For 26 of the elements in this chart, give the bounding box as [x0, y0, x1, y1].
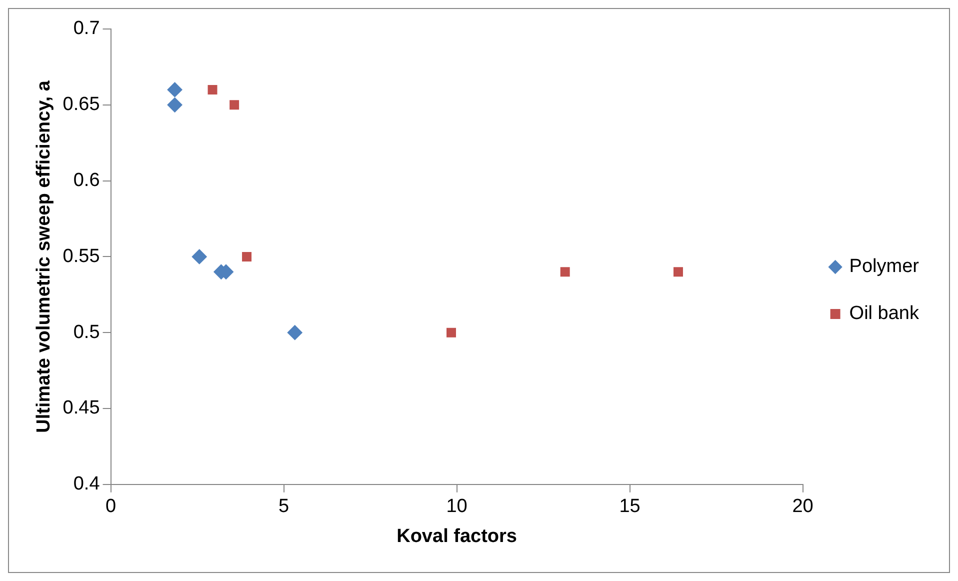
point — [287, 325, 302, 340]
legend-label: Oil bank — [849, 303, 920, 324]
x-tick-label: 0 — [105, 496, 116, 518]
x-axis-title: Koval factors — [396, 526, 517, 547]
y-tick-label: 0.45 — [62, 398, 100, 419]
point — [673, 267, 683, 277]
point — [242, 252, 252, 262]
legend-label: Polymer — [849, 256, 920, 278]
x-tick-label: 20 — [792, 496, 814, 518]
y-tick-label: 0.7 — [73, 18, 100, 40]
x-tick-label: 5 — [278, 496, 290, 518]
point — [560, 267, 570, 277]
x-tick-label: 15 — [619, 496, 640, 518]
y-tick-label: 0.6 — [73, 170, 100, 192]
y-tick-label: 0.4 — [73, 474, 100, 495]
point — [167, 82, 182, 98]
y-axis-title: Ultimate volumetric sweep efficiency, a — [34, 80, 55, 433]
x-tick-label: 10 — [446, 496, 468, 518]
point — [446, 328, 456, 338]
y-tick-label: 0.55 — [62, 246, 100, 267]
y-tick-label: 0.65 — [62, 94, 100, 116]
y-tick-label: 0.5 — [73, 322, 100, 343]
point — [208, 84, 218, 94]
point — [167, 97, 182, 112]
point — [192, 249, 207, 264]
point — [230, 100, 240, 110]
